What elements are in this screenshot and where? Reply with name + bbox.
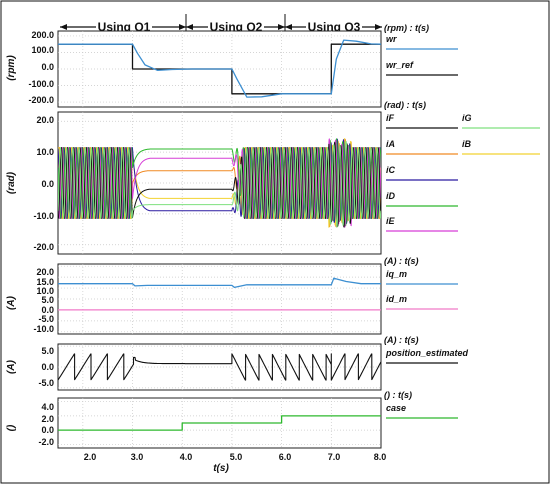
legend-iq: iq_m id_m bbox=[386, 269, 458, 310]
series-position-estimated bbox=[58, 353, 381, 381]
series-iE bbox=[58, 138, 381, 228]
x-tick-label: 7.0 bbox=[328, 452, 341, 462]
series-case bbox=[58, 415, 381, 431]
series-iF bbox=[58, 141, 381, 228]
x-tick-label: 6.0 bbox=[279, 452, 292, 462]
legend-speed: wr wr_ref bbox=[386, 34, 458, 76]
legend-iG: iG bbox=[462, 113, 472, 123]
tick-label: 0.0 bbox=[41, 362, 54, 372]
tick-label: 4.0 bbox=[41, 402, 54, 412]
tick-label: 20.0 bbox=[36, 115, 54, 125]
legend-iq-m: iq_m bbox=[386, 269, 407, 279]
legend-iA: iA bbox=[386, 139, 395, 149]
tick-label: -10.0 bbox=[33, 324, 54, 334]
tick-label: -20.0 bbox=[33, 242, 54, 252]
legend-iE: iE bbox=[386, 216, 396, 226]
tick-label: 0.0 bbox=[41, 305, 54, 315]
tick-label: 10.0 bbox=[36, 147, 54, 157]
tick-label: 100.0 bbox=[31, 45, 54, 55]
series-wr bbox=[58, 39, 381, 98]
x-axis-label: t(s) bbox=[213, 463, 229, 474]
unit-title-position: (A) : t(s) bbox=[384, 335, 419, 345]
tick-label: 20.0 bbox=[36, 267, 54, 277]
trace-group bbox=[58, 39, 381, 98]
trace-group bbox=[58, 277, 381, 311]
x-tick-label: 2.0 bbox=[84, 452, 97, 462]
tick-label: 15.0 bbox=[36, 277, 54, 287]
legend-case-label: case bbox=[386, 403, 406, 413]
series-iG bbox=[58, 141, 381, 228]
panel-4 bbox=[57, 343, 382, 391]
x-tick-label: 4.0 bbox=[180, 452, 193, 462]
trace-group bbox=[58, 138, 381, 228]
tick-label: 2.0 bbox=[41, 414, 54, 424]
panel-frame bbox=[57, 263, 382, 335]
legend-iB: iB bbox=[462, 139, 472, 149]
unit-title-speed: (rpm) : t(s) bbox=[384, 23, 429, 33]
tick-label: -10.0 bbox=[33, 211, 54, 221]
panel-2 bbox=[57, 111, 382, 255]
legend-iF: iF bbox=[386, 113, 395, 123]
legend-id-m: id_m bbox=[386, 294, 407, 304]
tick-label: -200.0 bbox=[28, 95, 54, 105]
tick-label: 200.0 bbox=[31, 30, 54, 40]
panel-3 bbox=[57, 263, 382, 335]
legend-wr: wr bbox=[386, 34, 397, 44]
x-tick-label: 3.0 bbox=[131, 452, 144, 462]
ylabel-case: () bbox=[6, 424, 17, 431]
tick-label: -5.0 bbox=[38, 314, 54, 324]
x-tick-label: 5.0 bbox=[230, 452, 243, 462]
ylabel-currents: (rad) bbox=[6, 171, 17, 194]
panel-frame bbox=[57, 343, 382, 391]
legend-iD: iD bbox=[386, 191, 396, 201]
tick-label: -5.0 bbox=[38, 378, 54, 388]
unit-title-currents: (rad) : t(s) bbox=[384, 100, 426, 110]
legend-currents: iF iG iA iB iC iD iE bbox=[386, 113, 540, 232]
tick-label: 5.0 bbox=[41, 346, 54, 356]
unit-title-case: () : t(s) bbox=[384, 390, 412, 400]
panel-5 bbox=[57, 397, 382, 449]
tick-label: -100.0 bbox=[28, 79, 54, 89]
trace-group bbox=[58, 353, 381, 381]
x-tick-label: 8.0 bbox=[374, 452, 387, 462]
legend-case: case bbox=[386, 403, 458, 419]
series-wr-ref bbox=[58, 43, 381, 95]
panel-1 bbox=[57, 30, 382, 108]
legend-iC: iC bbox=[386, 165, 396, 175]
tick-label: 0.0 bbox=[41, 179, 54, 189]
ylabel-iq: (A) bbox=[6, 295, 17, 310]
tick-label: 5.0 bbox=[41, 295, 54, 305]
legend-position: position_estimated bbox=[385, 348, 469, 364]
legend-position-estimated: position_estimated bbox=[385, 348, 469, 358]
legend-wr-ref: wr_ref bbox=[386, 60, 414, 70]
ylabel-position: (A) bbox=[6, 359, 17, 374]
plot-panels bbox=[57, 30, 382, 449]
tick-label: 0.0 bbox=[41, 425, 54, 435]
trace-group bbox=[58, 415, 381, 431]
unit-title-iq: (A) : t(s) bbox=[384, 256, 419, 266]
ylabel-speed: (rpm) bbox=[6, 55, 17, 81]
tick-label: 0.0 bbox=[41, 62, 54, 72]
series-iq-m bbox=[58, 277, 381, 289]
tick-label: 10.0 bbox=[36, 286, 54, 296]
tick-label: -2.0 bbox=[38, 437, 54, 447]
